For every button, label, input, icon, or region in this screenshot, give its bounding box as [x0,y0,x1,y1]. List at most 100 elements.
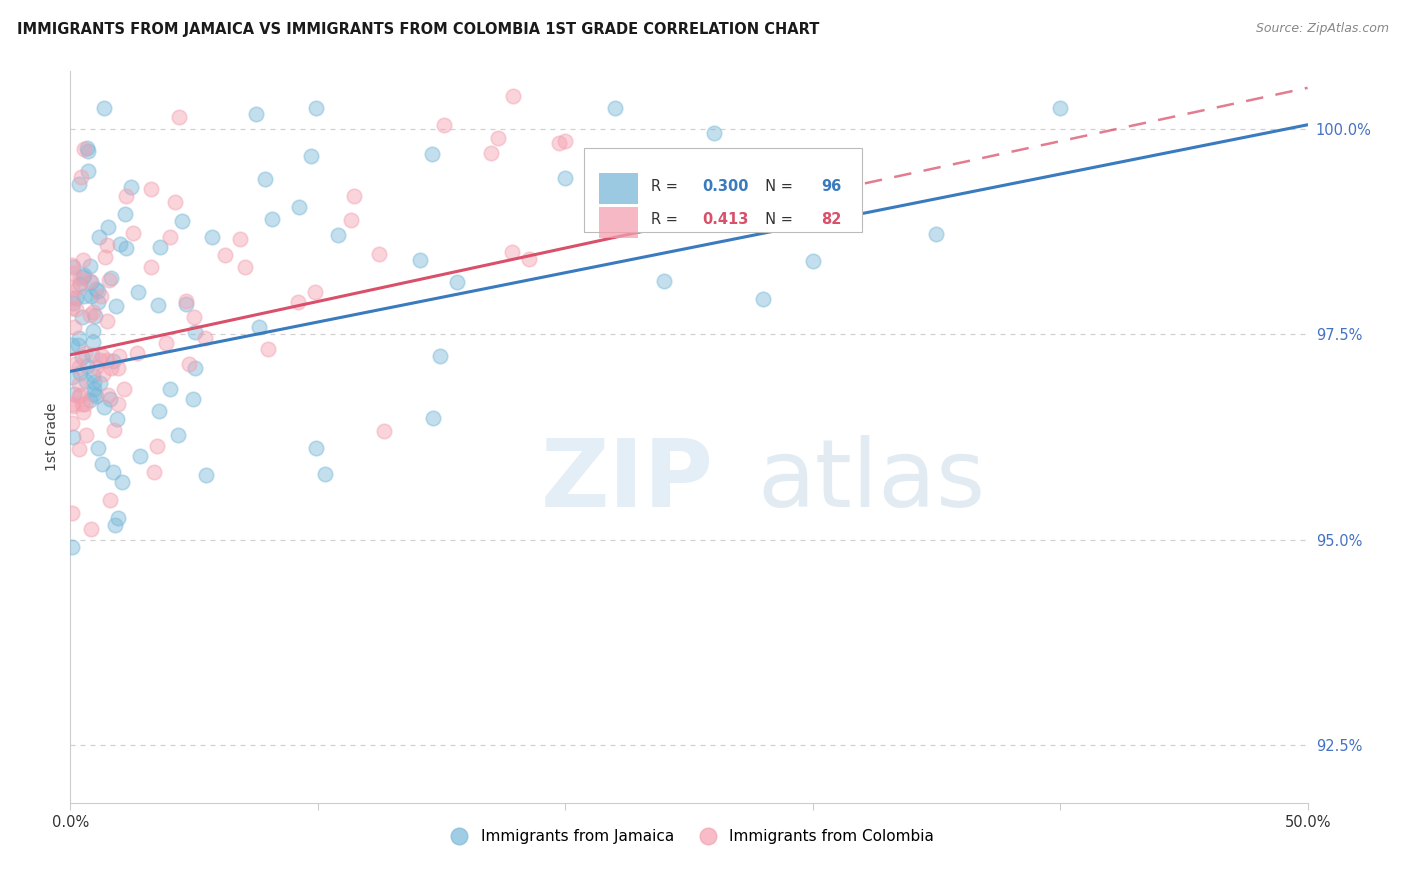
Text: N =: N = [756,178,797,194]
Point [70,397,93,411]
Point [76,359,98,373]
Point [183,360,205,375]
Text: atlas: atlas [756,435,986,527]
Point [201,230,224,244]
Point [107,397,129,411]
Point [96,238,118,252]
Point [367,247,389,261]
Point [343,189,366,203]
Point [299,149,322,163]
Point [139,260,162,275]
Point [287,200,309,214]
Point [83,376,105,390]
Point [129,449,152,463]
Point [93,251,115,265]
Point [100,270,122,285]
Point [67,377,90,392]
Point [60,506,83,520]
Point [60,416,83,430]
Point [76,145,98,159]
Point [82,325,104,339]
Point [429,349,451,363]
Point [554,170,576,185]
Point [554,134,576,148]
Point [194,467,217,482]
Text: N =: N = [756,212,797,227]
Point [93,101,115,115]
Point [67,178,90,192]
Legend: Immigrants from Jamaica, Immigrants from Colombia: Immigrants from Jamaica, Immigrants from… [437,822,941,850]
Point [253,172,276,186]
Point [120,179,142,194]
Point [122,226,145,240]
Point [111,475,134,489]
Bar [599,173,638,204]
Point [72,270,94,285]
Point [91,368,114,382]
Point [127,285,149,299]
Point [174,294,197,309]
Point [184,325,207,339]
Point [75,345,97,359]
Point [67,331,90,345]
Point [67,280,90,294]
Point [62,399,84,413]
Point [101,354,124,368]
Point [801,253,824,268]
Text: R =: R = [651,178,682,194]
Point [247,319,270,334]
Point [63,386,86,401]
Point [167,427,190,442]
Point [79,393,101,408]
Point [98,493,121,508]
Point [245,107,267,121]
Point [84,310,107,324]
Point [67,388,90,402]
Point [174,296,197,310]
Point [60,370,83,384]
Point [167,110,190,124]
Point [96,352,118,367]
Point [80,522,103,536]
Point [125,346,148,360]
Point [373,425,395,439]
Point [63,357,86,371]
Point [79,260,101,274]
Point [159,229,181,244]
Text: 96: 96 [821,178,842,194]
Point [69,388,91,402]
Point [60,540,83,554]
Text: Source: ZipAtlas.com: Source: ZipAtlas.com [1256,22,1389,36]
Point [409,252,432,267]
Point [72,405,94,419]
Point [62,260,84,274]
Point [155,336,177,351]
Point [73,289,96,303]
Point [446,275,468,289]
Point [65,291,87,305]
Point [84,389,107,403]
Point [433,118,456,132]
Point [159,382,181,396]
Point [314,467,336,481]
Point [62,281,84,295]
Point [517,252,540,267]
Point [148,240,170,254]
Point [328,228,350,243]
Point [304,285,326,300]
Text: 82: 82 [821,212,842,227]
Point [114,207,136,221]
Point [82,368,104,383]
Point [79,274,101,288]
Point [165,194,187,209]
Point [304,101,326,115]
Point [69,277,91,291]
Point [112,382,135,396]
Point [87,230,110,244]
FancyBboxPatch shape [583,148,862,232]
Point [69,366,91,380]
Point [60,397,83,411]
Point [89,376,111,390]
Point [75,428,97,442]
Point [547,136,569,150]
